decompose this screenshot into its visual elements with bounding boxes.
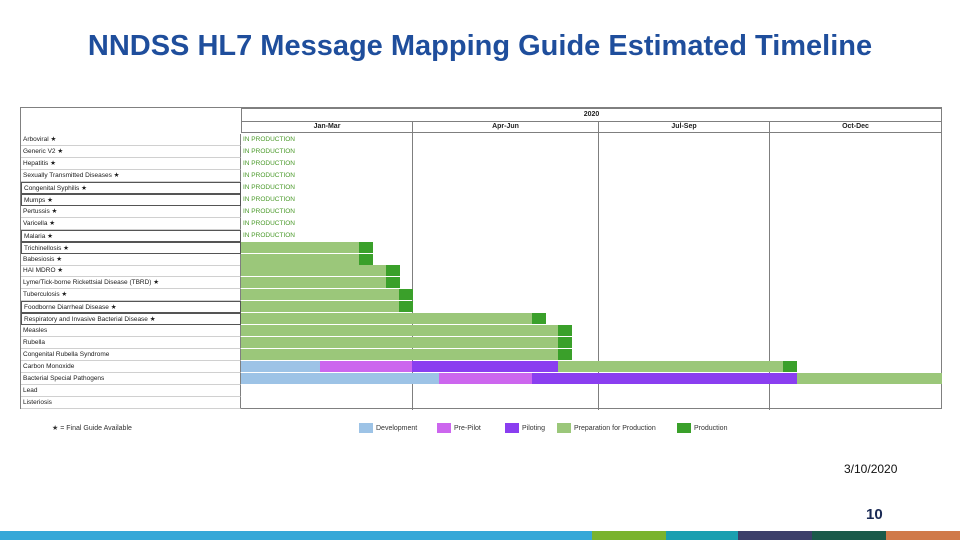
timeline-bar — [241, 265, 386, 277]
footer-stripe — [592, 531, 666, 540]
legend-label-development: Development — [376, 425, 418, 432]
row-status-text: IN PRODUCTION — [243, 207, 295, 215]
quarter-header-q1: Jan-Mar — [241, 121, 413, 133]
page-number: 10 — [866, 506, 883, 523]
legend-swatch-piloting — [505, 423, 519, 433]
slide-title: NNDSS HL7 Message Mapping Guide Estimate… — [87, 30, 873, 62]
timeline-bar — [399, 289, 413, 301]
row-label: Foodborne Diarrheal Disease ★ — [21, 301, 241, 314]
row-status-text: IN PRODUCTION — [243, 147, 295, 155]
timeline-bar — [439, 373, 532, 384]
row-label: Mumps ★ — [21, 193, 241, 206]
legend-note: ★ = Final Guide Available — [52, 425, 132, 432]
row-status-text: IN PRODUCTION — [243, 136, 295, 143]
row-label: Listeriosis — [21, 396, 241, 409]
timeline-bar — [241, 361, 320, 373]
timeline-bar — [399, 301, 413, 313]
row-label: Carbon Monoxide — [21, 361, 241, 374]
row-label: Lyme/Tick-borne Rickettsial Disease (TBR… — [21, 277, 241, 290]
timeline-bar — [241, 325, 558, 337]
row-label: Arboviral ★ — [21, 134, 241, 146]
timeline-bar — [241, 301, 399, 313]
legend-label-production: Production — [694, 425, 728, 432]
row-label: Babesiosis ★ — [21, 253, 241, 266]
timeline-bar — [386, 277, 400, 289]
quarter-header-q2: Apr-Jun — [412, 121, 599, 133]
row-label: Bacterial Special Pathogens — [21, 373, 241, 385]
timeline-bar — [359, 241, 373, 253]
row-status-text: IN PRODUCTION — [243, 159, 295, 167]
timeline-bar — [558, 337, 572, 349]
row-label: HAI MDRO ★ — [21, 265, 241, 278]
timeline-bar — [241, 253, 359, 265]
timeline-bar — [241, 313, 532, 325]
year-header: 2020 — [241, 108, 942, 122]
footer-stripe — [886, 531, 960, 540]
timeline-bar — [241, 337, 558, 349]
quarter-header-q3: Jul-Sep — [598, 121, 770, 133]
legend-label-piloting: Piloting — [522, 425, 545, 432]
row-status-text: IN PRODUCTION — [243, 183, 295, 191]
timeline-bar — [241, 277, 386, 289]
row-label: Varicella ★ — [21, 217, 241, 230]
timeline-gantt-chart: 2020 Jan-Mar Apr-Jun Jul-Sep Oct-Dec Arb… — [20, 107, 942, 410]
row-status-text: IN PRODUCTION — [243, 231, 295, 239]
timeline-bar — [359, 253, 373, 265]
legend-swatch-production — [677, 423, 691, 433]
timeline-bar — [241, 241, 359, 253]
footer-stripe — [812, 531, 886, 540]
row-label: Hepatitis ★ — [21, 157, 241, 170]
legend-swatch-preparation — [557, 423, 571, 433]
legend-label-pre-pilot: Pre-Pilot — [454, 425, 481, 432]
footer-stripe — [0, 531, 592, 540]
row-label: Measles — [21, 325, 241, 338]
row-label: Congenital Rubella Syndrome — [21, 349, 241, 362]
quarter-divider — [598, 122, 599, 410]
legend-swatch-development — [359, 423, 373, 433]
timeline-bar — [558, 325, 572, 337]
row-label: Pertussis ★ — [21, 205, 241, 218]
legend-label-preparation: Preparation for Production — [574, 425, 656, 432]
row-status-text: IN PRODUCTION — [243, 171, 295, 179]
row-label: Respiratory and Invasive Bacterial Disea… — [21, 313, 241, 326]
timeline-bar — [320, 361, 412, 373]
timeline-bar — [558, 349, 572, 361]
timeline-bar — [241, 373, 439, 384]
timeline-bar — [797, 373, 942, 384]
row-label: Trichinellosis ★ — [21, 241, 241, 254]
legend-swatch-pre-pilot — [437, 423, 451, 433]
row-label: Rubella — [21, 337, 241, 350]
row-status-text: IN PRODUCTION — [243, 219, 295, 227]
slide-date: 3/10/2020 — [844, 462, 898, 476]
row-label: Sexually Transmitted Diseases ★ — [21, 169, 241, 182]
quarter-divider — [769, 122, 770, 410]
row-label: Tuberculosis ★ — [21, 289, 241, 302]
footer-stripe — [666, 531, 738, 540]
quarter-header-q4: Oct-Dec — [769, 121, 942, 133]
timeline-bar — [783, 361, 797, 373]
timeline-bar — [532, 373, 797, 384]
row-label: Generic V2 ★ — [21, 145, 241, 158]
row-label: Lead — [21, 384, 241, 397]
timeline-bar — [241, 289, 399, 301]
timeline-bar — [241, 349, 558, 361]
timeline-bar — [558, 361, 783, 373]
row-label: Congenital Syphilis ★ — [21, 181, 241, 194]
timeline-bar — [412, 361, 558, 373]
timeline-bar — [532, 313, 546, 325]
footer-stripe — [738, 531, 812, 540]
timeline-bar — [386, 265, 400, 277]
row-status-text: IN PRODUCTION — [243, 195, 295, 203]
quarter-divider — [412, 122, 413, 410]
row-label: Malaria ★ — [21, 229, 241, 242]
